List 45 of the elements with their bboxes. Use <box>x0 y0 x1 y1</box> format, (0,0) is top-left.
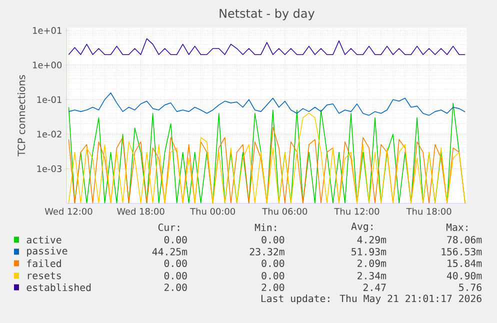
text: 2.34m <box>358 272 386 280</box>
text: Max: <box>446 224 468 231</box>
text: 78.06m <box>447 236 482 244</box>
text: 2.09m <box>358 260 386 268</box>
legend-label: active <box>26 236 62 244</box>
text: 15.84m <box>448 260 482 268</box>
legend-label: established <box>26 283 91 292</box>
text: 4.29m <box>357 236 386 244</box>
y-tick-label: 1e+00 <box>33 62 62 68</box>
text: Min: <box>254 224 276 232</box>
text: Avg: <box>351 222 372 232</box>
x-tick-label: Thu 18:00 <box>406 208 452 215</box>
x-tick-label: Thu 12:00 <box>334 208 380 215</box>
legend-label: passive <box>27 246 68 256</box>
text: 0.00 <box>262 260 284 268</box>
text: 0.00 <box>262 272 284 280</box>
text: 0.00 <box>164 236 187 244</box>
text: 0.00 <box>164 272 187 280</box>
y-axis-title: TCP connections <box>17 75 26 156</box>
text: Last update: Thu May 21 21:01:17 2026 <box>261 294 482 304</box>
x-tick-label: Thu 06:00 <box>262 208 308 215</box>
text: Cur: <box>158 224 180 232</box>
text: 40.90m <box>446 272 482 280</box>
text: 0.00 <box>164 260 187 268</box>
text: 44.25m <box>152 248 188 256</box>
y-tick-label: 1e-03 <box>37 165 62 172</box>
line-series <box>68 38 466 55</box>
x-tick-label: Thu 00:00 <box>190 208 236 215</box>
text: 0.00 <box>262 236 284 244</box>
text: 5.76 <box>459 284 482 292</box>
text: 156.53m <box>442 248 482 256</box>
text: 2.47 <box>363 284 386 291</box>
x-tick-label: Wed 18:00 <box>116 208 164 215</box>
chart-title: Netstat - by day <box>220 8 314 20</box>
text: 51.93m <box>352 248 386 256</box>
y-tick-label: 1e+01 <box>33 27 62 34</box>
text: 2.00 <box>262 284 284 292</box>
text: 23.32m <box>250 248 284 256</box>
line-series <box>68 92 466 116</box>
legend-label: failed <box>27 259 61 268</box>
legend-label: resets <box>28 272 61 280</box>
y-tick-label: 1e-01 <box>37 96 62 103</box>
x-tick-label: Wed 12:00 <box>44 208 92 215</box>
text: 2.00 <box>164 284 187 292</box>
y-tick-label: 1e-02 <box>37 130 62 138</box>
